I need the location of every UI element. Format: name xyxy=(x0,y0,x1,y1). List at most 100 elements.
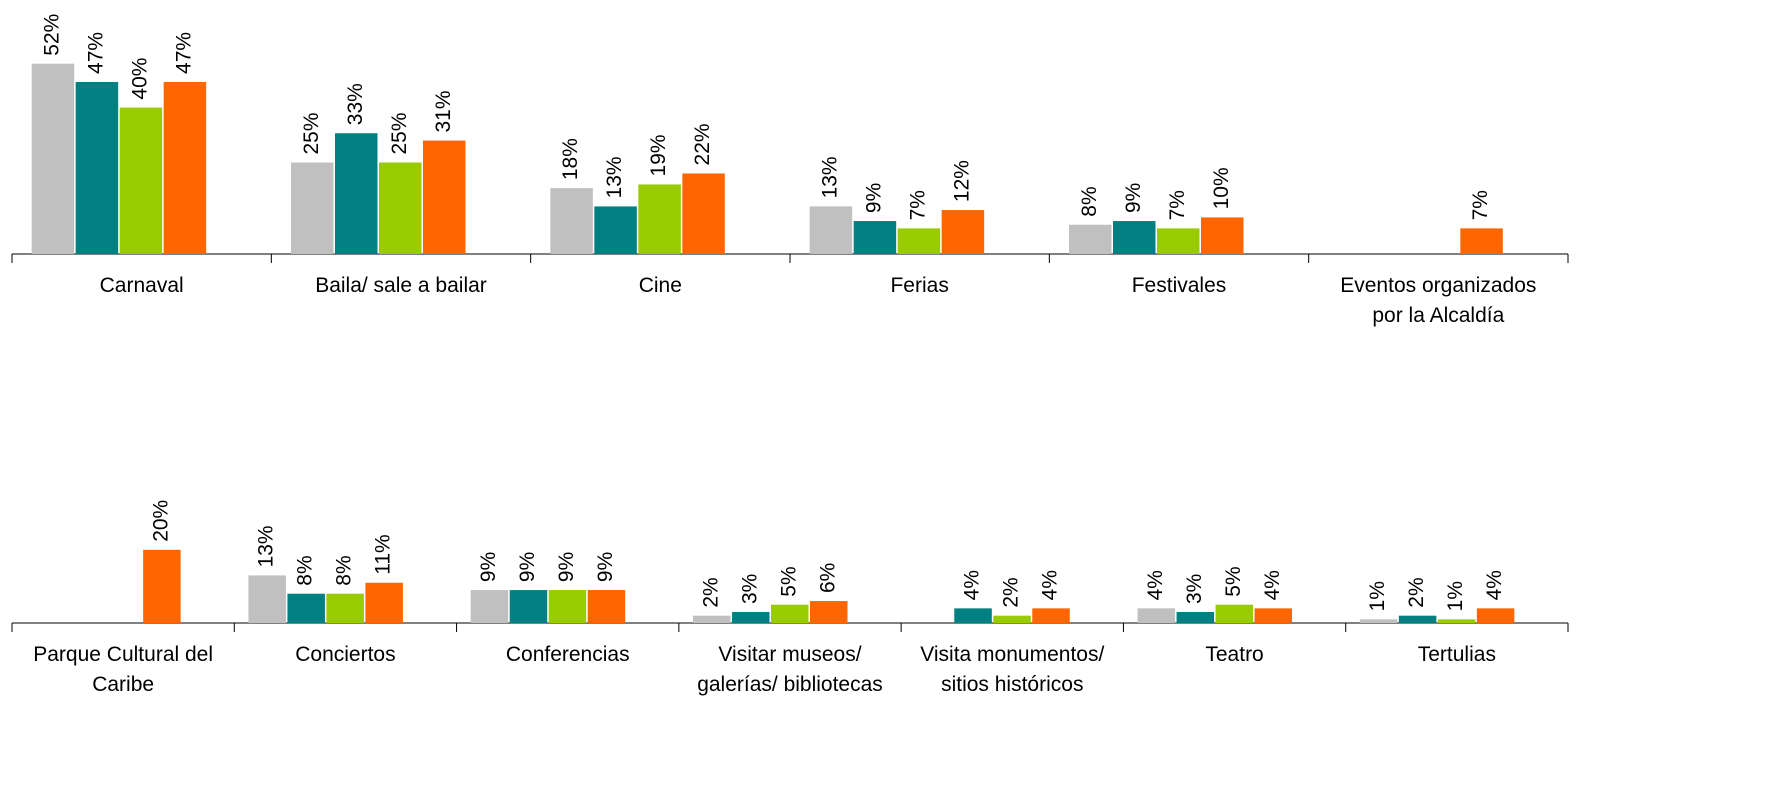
bar xyxy=(143,549,181,623)
value-label: 8% xyxy=(294,555,317,585)
value-label: 9% xyxy=(594,552,617,582)
value-label: 11% xyxy=(372,534,395,574)
value-label: 1% xyxy=(1366,581,1389,611)
bar xyxy=(423,140,466,254)
bar xyxy=(335,133,378,254)
value-label: 40% xyxy=(128,58,151,100)
value-label: 52% xyxy=(40,14,63,56)
bar xyxy=(682,173,725,254)
bar xyxy=(1069,224,1112,254)
bar xyxy=(287,593,325,623)
value-label: 9% xyxy=(555,552,578,582)
bar xyxy=(1201,217,1244,254)
value-label: 8% xyxy=(333,555,356,585)
value-label: 22% xyxy=(691,123,714,165)
bar xyxy=(291,162,334,254)
x-tick-label: Visita monumentos/sitios históricos xyxy=(920,643,1104,696)
bar xyxy=(1254,608,1293,623)
value-label: 7% xyxy=(1166,190,1189,220)
value-label: 4% xyxy=(1039,570,1062,600)
value-label: 47% xyxy=(84,32,107,74)
bar xyxy=(993,615,1031,623)
x-tick-label: Tertulias xyxy=(1418,643,1496,666)
value-label: 7% xyxy=(906,190,929,220)
bar xyxy=(119,107,163,254)
bar xyxy=(248,575,286,623)
value-label: 25% xyxy=(300,112,323,154)
value-label: 4% xyxy=(1261,570,1284,600)
value-label: 4% xyxy=(961,570,984,600)
bar xyxy=(809,206,853,254)
bar xyxy=(365,582,403,623)
bar xyxy=(853,221,897,254)
bar xyxy=(1113,221,1156,254)
value-label: 20% xyxy=(149,500,172,542)
value-label: 25% xyxy=(388,112,411,154)
bar xyxy=(75,81,119,254)
value-label: 9% xyxy=(862,183,885,213)
value-label: 4% xyxy=(1144,570,1167,600)
bar xyxy=(1032,608,1070,623)
bar xyxy=(594,206,637,254)
x-tick-label: Teatro xyxy=(1205,643,1263,666)
bar xyxy=(1359,619,1398,623)
bar xyxy=(771,604,809,623)
bar xyxy=(548,590,587,623)
x-tick-label: Conciertos xyxy=(295,643,395,666)
value-label: 13% xyxy=(818,156,841,198)
x-tick-label: Parque Cultural del Caribe xyxy=(33,643,213,696)
bar xyxy=(693,615,731,623)
x-tick-label: Festivales xyxy=(1132,274,1227,297)
x-tick-label: Cine xyxy=(639,274,682,297)
bar xyxy=(897,228,941,254)
value-label: 2% xyxy=(1405,577,1428,607)
value-label: 8% xyxy=(1078,186,1101,216)
value-label: 13% xyxy=(603,156,626,198)
bar xyxy=(732,612,770,623)
value-label: 13% xyxy=(255,525,278,567)
value-label: 7% xyxy=(1469,190,1492,220)
value-label: 33% xyxy=(344,83,367,125)
value-label: 5% xyxy=(1222,566,1245,596)
value-label: 6% xyxy=(816,563,839,593)
value-label: 9% xyxy=(516,552,539,582)
bar xyxy=(1437,619,1476,623)
bar xyxy=(326,593,364,623)
bar xyxy=(1476,608,1515,623)
value-label: 3% xyxy=(1183,574,1206,604)
x-tick-label: Conferencias xyxy=(506,643,630,666)
value-label: 4% xyxy=(1483,570,1506,600)
bar xyxy=(941,210,985,254)
value-label: 10% xyxy=(1210,167,1233,209)
x-tick-label: Carnaval xyxy=(100,274,184,297)
bar xyxy=(1176,612,1215,623)
value-label: 19% xyxy=(647,134,670,176)
bar xyxy=(1215,604,1254,623)
bar xyxy=(31,63,75,255)
bar xyxy=(379,162,422,254)
x-tick-label: Baila/ sale a bailar xyxy=(315,274,487,297)
bar xyxy=(1398,615,1437,623)
bar xyxy=(810,601,848,623)
value-label: 47% xyxy=(172,32,195,74)
x-tick-label: Eventos organizados por la Alcaldía xyxy=(1340,274,1536,327)
value-label: 3% xyxy=(738,574,761,604)
bar xyxy=(954,608,992,623)
value-label: 31% xyxy=(432,91,455,133)
bar xyxy=(1157,228,1200,254)
value-label: 2% xyxy=(1000,577,1023,607)
bar xyxy=(163,81,207,254)
value-label: 18% xyxy=(559,138,582,180)
bar xyxy=(509,590,548,623)
x-tick-label: Visitar museos/galerías/ bibliotecas xyxy=(697,643,883,696)
value-label: 2% xyxy=(699,577,722,607)
value-label: 5% xyxy=(777,566,800,596)
bar xyxy=(550,188,593,254)
value-label: 9% xyxy=(477,552,500,582)
value-label: 12% xyxy=(950,160,973,202)
x-tick-label: Ferias xyxy=(890,274,948,297)
bar xyxy=(470,590,509,623)
bar xyxy=(587,590,626,623)
value-label: 9% xyxy=(1122,183,1145,213)
